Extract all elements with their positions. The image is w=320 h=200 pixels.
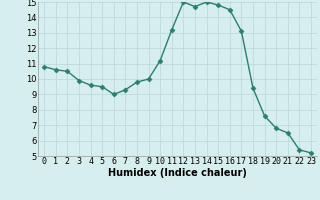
- X-axis label: Humidex (Indice chaleur): Humidex (Indice chaleur): [108, 168, 247, 178]
